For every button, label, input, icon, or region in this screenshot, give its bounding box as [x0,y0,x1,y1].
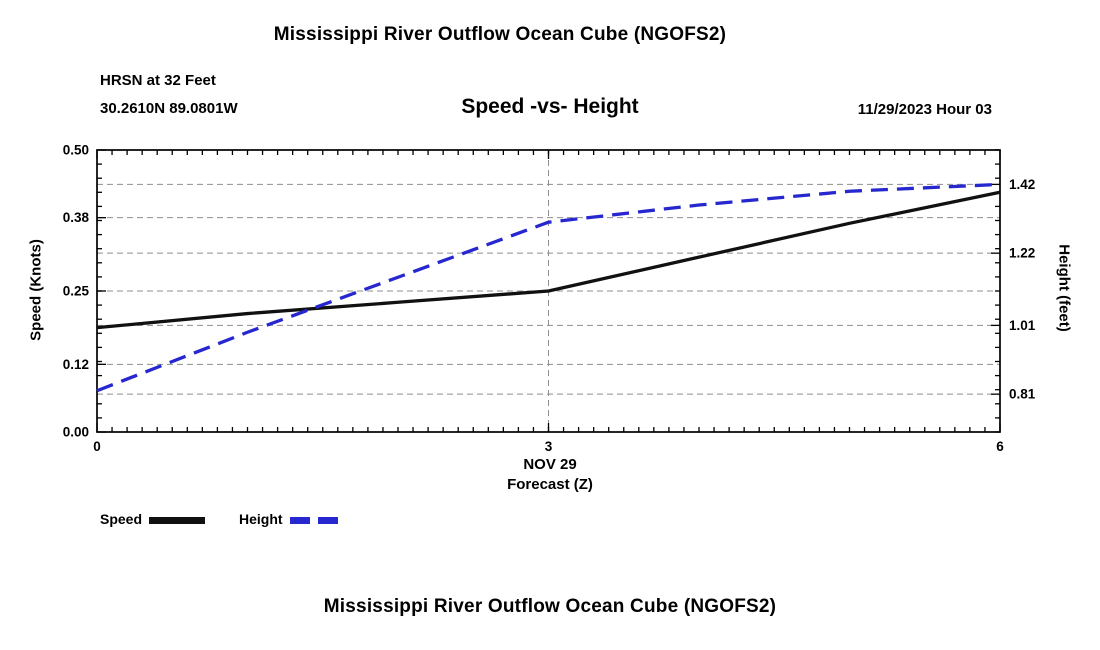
right-axis-tick-label: 1.01 [1009,318,1036,333]
x-axis-tick-label: 3 [545,439,553,454]
legend: Speed Height [100,511,346,527]
x-axis-title: Forecast (Z) [507,476,593,493]
height-line-swatch [289,516,346,524]
speed-height-chart: 0.00 0.12 0.25 0.38 0.50 0.81 1.01 1.22 1.42 0 3 6 [63,143,1036,455]
x-axis-date-label: NOV 29 [523,456,577,473]
right-axis-tick-label: 1.22 [1009,246,1035,261]
x-axis-tick-label: 6 [996,439,1004,454]
forecast-datetime: 11/29/2023 Hour 03 [857,101,992,118]
x-axis-tick-label: 0 [93,439,101,454]
speed-series-line [96,190,1001,330]
chart-top-title: Mississippi River Outflow Ocean Cube (NG… [273,24,727,45]
right-axis-tick-label: 0.81 [1009,387,1036,402]
gridlines [97,150,1000,432]
left-axis-tick-label: 0.12 [63,357,89,372]
left-axis-tick-label: 0.25 [63,284,90,299]
height-series-line [96,182,1001,393]
left-axis-tick-label: 0.50 [63,143,89,158]
speed-line-swatch [149,516,206,524]
plot-border [96,149,1001,433]
station-name: HRSN at 32 Feet [100,72,216,89]
plot-heading: Speed -vs- Height [461,95,639,118]
left-axis-tick-label: 0.38 [63,210,90,225]
right-axis-tick-label: 1.42 [1009,177,1035,192]
left-axis-tick-label: 0.00 [63,425,89,440]
station-coordinates: 30.2610N 89.0801W [100,100,238,117]
second-chart-title: Mississippi River Outflow Ocean Cube (NG… [323,596,777,617]
legend-label-height: Height [239,511,283,527]
legend-label-speed: Speed [100,511,143,527]
